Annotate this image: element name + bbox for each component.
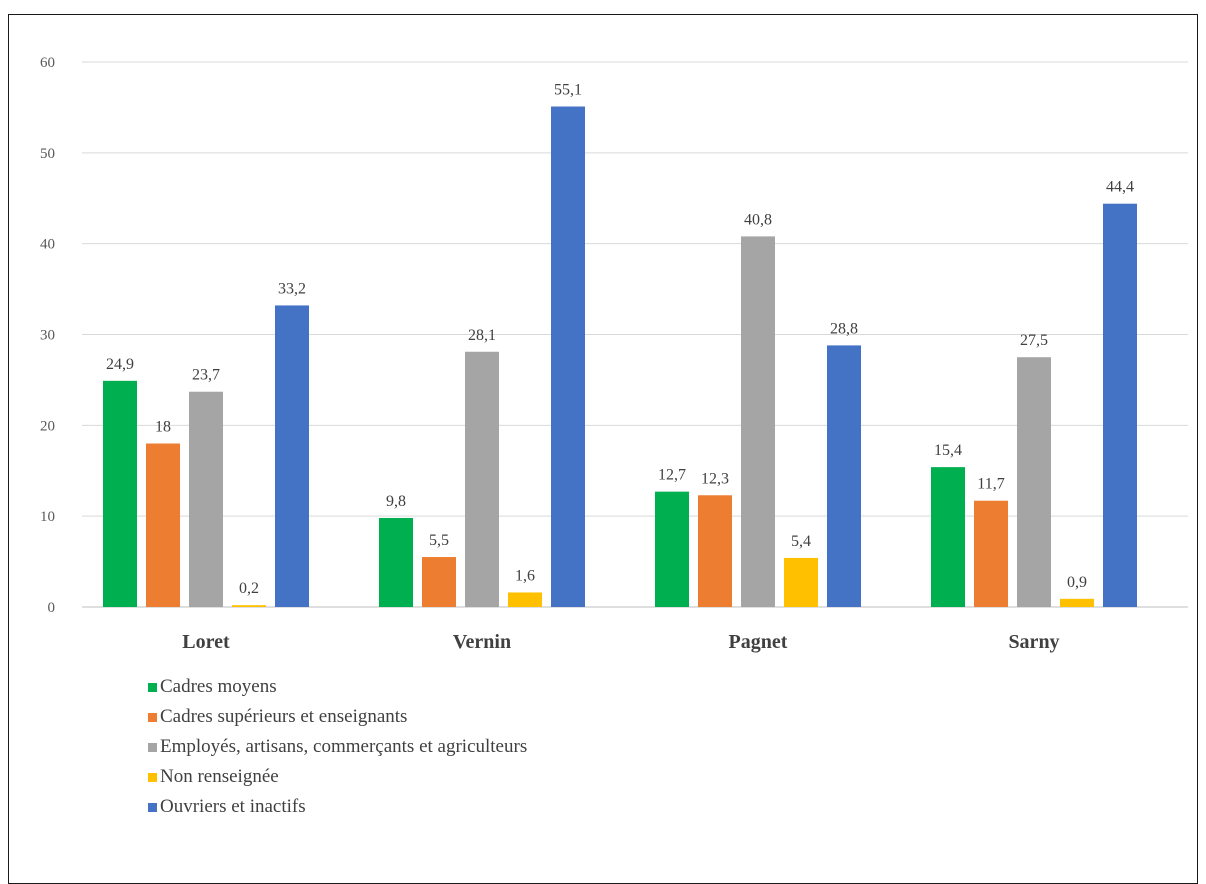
data-label: 23,7 bbox=[192, 367, 220, 384]
legend-swatch bbox=[148, 712, 157, 722]
x-axis-ticks: Loret Vernin Pagnet Sarny bbox=[182, 631, 1059, 653]
data-label: 40,8 bbox=[744, 211, 772, 228]
bar bbox=[551, 106, 585, 607]
y-axis-ticks: 0 10 20 30 40 50 60 bbox=[40, 55, 55, 616]
x-tick-label: Loret bbox=[182, 631, 230, 653]
bar bbox=[931, 467, 965, 607]
legend-label: Employés, artisans, commerçants et agric… bbox=[160, 736, 528, 757]
x-tick-label: Vernin bbox=[453, 631, 511, 653]
data-label: 44,4 bbox=[1106, 179, 1134, 196]
bar bbox=[741, 236, 775, 607]
bar bbox=[275, 305, 309, 607]
data-label: 24,9 bbox=[106, 356, 134, 373]
data-label: 15,4 bbox=[934, 442, 962, 459]
x-tick-label: Sarny bbox=[1008, 631, 1059, 653]
bar bbox=[422, 557, 456, 607]
data-labels: 24,9 18 23,7 0,2 33,2 9,8 5,5 28,1 1,6 55,1 12,7 12… bbox=[106, 82, 1134, 598]
legend-swatch bbox=[148, 802, 157, 812]
data-label: 0,2 bbox=[239, 580, 259, 597]
bar bbox=[1017, 357, 1051, 607]
data-label: 28,1 bbox=[468, 327, 496, 344]
data-label: 0,9 bbox=[1067, 574, 1087, 591]
data-label: 33,2 bbox=[278, 280, 306, 297]
legend-label: Cadres moyens bbox=[160, 676, 277, 697]
legend-item: Non renseignée bbox=[148, 762, 527, 792]
bar bbox=[698, 495, 732, 607]
data-label: 18 bbox=[155, 419, 171, 436]
bar bbox=[146, 443, 180, 607]
bar bbox=[827, 345, 861, 607]
legend-item: Employés, artisans, commerçants et agric… bbox=[148, 732, 527, 762]
bar bbox=[1060, 598, 1094, 607]
y-tick-label: 0 bbox=[48, 600, 56, 616]
legend-item: Cadres moyens bbox=[148, 672, 527, 702]
bar bbox=[465, 351, 499, 607]
y-tick-label: 20 bbox=[40, 418, 55, 434]
y-tick-label: 60 bbox=[40, 55, 55, 71]
data-label: 11,7 bbox=[977, 476, 1004, 493]
data-label: 5,5 bbox=[429, 532, 449, 549]
legend: Cadres moyens Cadres supérieurs et ensei… bbox=[148, 672, 527, 822]
bar bbox=[1103, 203, 1137, 607]
y-tick-label: 40 bbox=[40, 237, 55, 253]
bar bbox=[784, 557, 818, 607]
x-tick-label: Pagnet bbox=[729, 631, 788, 653]
legend-label: Cadres supérieurs et enseignants bbox=[160, 706, 408, 727]
legend-swatch bbox=[148, 742, 157, 752]
bar bbox=[232, 605, 266, 607]
legend-swatch bbox=[148, 682, 157, 692]
bars bbox=[103, 106, 1137, 607]
bar bbox=[655, 491, 689, 607]
data-label: 12,7 bbox=[658, 467, 686, 484]
bar bbox=[103, 380, 137, 607]
y-tick-label: 30 bbox=[40, 328, 55, 344]
legend-label: Ouvriers et inactifs bbox=[160, 796, 306, 817]
data-label: 28,8 bbox=[830, 320, 858, 337]
legend-item: Cadres supérieurs et enseignants bbox=[148, 702, 527, 732]
data-label: 12,3 bbox=[701, 470, 729, 487]
legend-item: Ouvriers et inactifs bbox=[148, 792, 527, 822]
y-tick-label: 50 bbox=[40, 146, 55, 162]
legend-label: Non renseignée bbox=[160, 766, 279, 787]
legend-swatch bbox=[148, 772, 157, 782]
data-label: 27,5 bbox=[1020, 332, 1048, 349]
data-label: 5,4 bbox=[791, 533, 811, 550]
data-label: 1,6 bbox=[515, 567, 535, 584]
bar bbox=[189, 391, 223, 607]
bar bbox=[379, 517, 413, 607]
bar bbox=[974, 500, 1008, 607]
data-label: 55,1 bbox=[554, 82, 582, 99]
y-tick-label: 10 bbox=[40, 509, 55, 525]
bar bbox=[508, 592, 542, 607]
data-label: 9,8 bbox=[386, 493, 406, 510]
